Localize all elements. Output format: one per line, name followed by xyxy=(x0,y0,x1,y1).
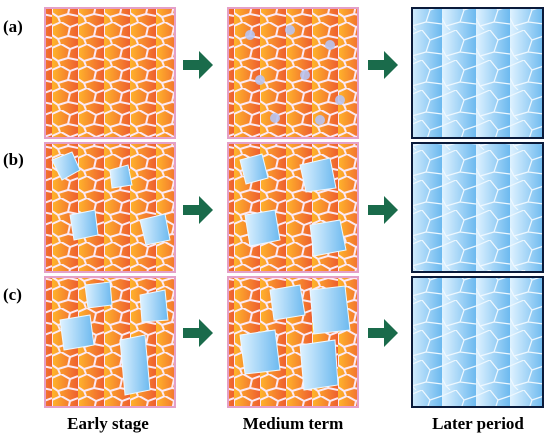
row-b xyxy=(44,142,544,273)
recrystallized-grains xyxy=(51,151,171,246)
early-panel xyxy=(44,7,176,139)
column-label: Medium term xyxy=(243,414,344,433)
row-label: (b) xyxy=(3,150,24,169)
column-label: Early stage xyxy=(67,414,149,433)
row-c xyxy=(44,276,544,408)
arrows xyxy=(183,51,398,347)
row-a xyxy=(44,7,544,139)
row-label: (a) xyxy=(3,17,23,36)
recrystallized-grains xyxy=(239,284,351,391)
column-label: Later period xyxy=(432,414,524,433)
nuclei xyxy=(245,25,345,125)
row-label: (c) xyxy=(3,285,22,304)
recrystallized-grains xyxy=(239,153,347,257)
later-panel xyxy=(411,142,544,273)
recrystallized-grains xyxy=(59,281,169,396)
later-panel xyxy=(411,276,544,408)
later-panel xyxy=(411,7,544,139)
